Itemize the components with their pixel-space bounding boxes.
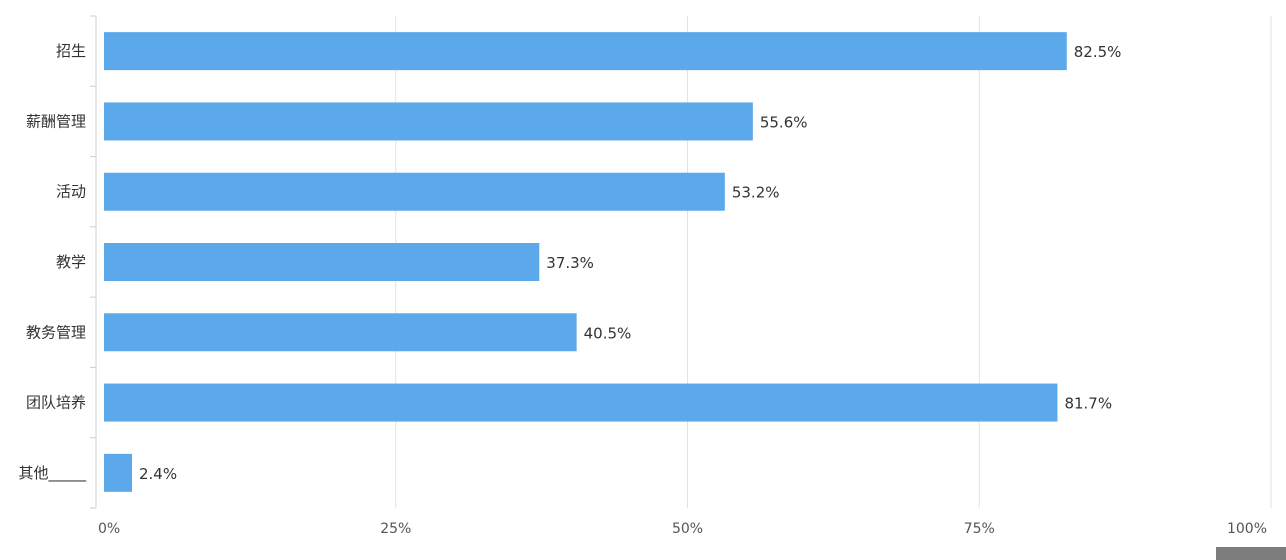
category-label: 教务管理: [26, 323, 86, 341]
x-tick-label: 75%: [964, 521, 995, 537]
data-label: 55.6%: [760, 113, 808, 131]
corner-scroll-widget[interactable]: [1216, 547, 1286, 560]
bar: [104, 313, 577, 352]
category-label: 招生: [56, 42, 86, 60]
data-label: 2.4%: [139, 465, 177, 483]
bars: [104, 32, 1067, 492]
bar: [104, 102, 753, 141]
data-label: 81.7%: [1064, 395, 1112, 413]
data-label: 37.3%: [546, 254, 594, 272]
x-tick-label: 0%: [98, 521, 120, 537]
category-label: 教学: [56, 253, 86, 271]
category-label: 活动: [56, 183, 86, 201]
category-label: 薪酬管理: [26, 112, 86, 130]
x-tick-label: 100%: [1227, 521, 1267, 537]
data-label: 82.5%: [1074, 43, 1122, 61]
bar: [104, 453, 133, 492]
x-tick-label: 25%: [380, 521, 411, 537]
category-axis: [90, 15, 97, 509]
labels: 0% 25% 50% 75% 100% 招生 82.5% 薪酬管理 55.6% 活动 53.2% 教学…: [18, 42, 1267, 537]
bar: [104, 383, 1058, 422]
data-label: 40.5%: [584, 324, 632, 342]
bar: [104, 243, 540, 281]
data-label: 53.2%: [732, 184, 780, 202]
category-label: 团队培养: [26, 394, 86, 412]
bar: [104, 32, 1067, 71]
bar: [104, 172, 725, 211]
category-label: 其他_____: [18, 464, 86, 483]
x-tick-label: 50%: [672, 521, 703, 537]
